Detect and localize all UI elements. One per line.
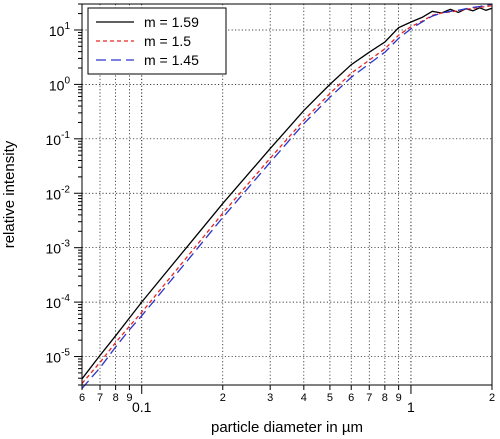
x-tick-label: 2 (489, 392, 495, 404)
x-axis-title: particle diameter in µm (211, 419, 363, 436)
legend-label-3: m = 1.45 (144, 52, 199, 68)
y-tick-label: 10-4 (46, 293, 71, 311)
y-axis-title: relative intensity (1, 140, 18, 248)
y-tick-label: 100 (49, 75, 71, 93)
y-tick-label: 10-1 (46, 130, 71, 148)
series-line-3 (81, 3, 493, 389)
y-tick-label-base: 10 (46, 132, 62, 148)
x-tick-label: 7 (97, 392, 103, 404)
y-tick-label-exponent: -5 (61, 348, 70, 359)
y-tick-label-base: 10 (49, 77, 65, 93)
y-tick-label-exponent: -4 (61, 293, 70, 304)
plot-frame (81, 3, 493, 386)
x-tick-label: 9 (126, 392, 132, 404)
y-tick-label-exponent: 0 (64, 75, 70, 86)
y-tick-label-exponent: -2 (61, 184, 70, 195)
x-tick-label: 0.1 (132, 399, 152, 415)
y-tick-label-base: 10 (46, 241, 62, 257)
x-tick-label: 3 (267, 392, 273, 404)
y-tick-label: 10-3 (46, 239, 71, 257)
x-tick-label: 6 (348, 392, 354, 404)
y-tick-label-exponent: -3 (61, 239, 70, 250)
y-tick-label-base: 10 (46, 295, 62, 311)
y-tick-label-base: 10 (46, 186, 62, 202)
x-tick-label: 8 (113, 392, 119, 404)
series-lines (81, 3, 493, 389)
x-axis: 6 7 8 90.12 3 4 5 6 7 8 912 (79, 385, 495, 415)
legend-label-2: m = 1.5 (144, 33, 191, 49)
x-tick-label: 2 (220, 392, 226, 404)
y-tick-label: 101 (49, 21, 71, 39)
y-tick-label: 10-2 (46, 184, 71, 202)
legend: m = 1.59 m = 1.5 m = 1.45 (87, 7, 227, 75)
y-tick-label-exponent: -1 (61, 130, 70, 141)
x-tick-label: 7 (366, 392, 372, 404)
legend-label-1: m = 1.59 (144, 14, 199, 30)
y-tick-label-base: 10 (49, 23, 65, 39)
x-tick-label: 5 (327, 392, 333, 404)
y-tick-label-exponent: 1 (64, 21, 70, 32)
y-tick-label: 10-5 (46, 348, 71, 366)
x-tick-label: 4 (301, 392, 307, 404)
y-tick-label-base: 10 (46, 350, 62, 366)
x-tick-label: 1 (407, 399, 415, 415)
x-tick-label: 9 (396, 392, 402, 404)
x-tick-label: 8 (382, 392, 388, 404)
series-line-2 (81, 4, 493, 384)
x-tick-label: 6 (79, 392, 85, 404)
